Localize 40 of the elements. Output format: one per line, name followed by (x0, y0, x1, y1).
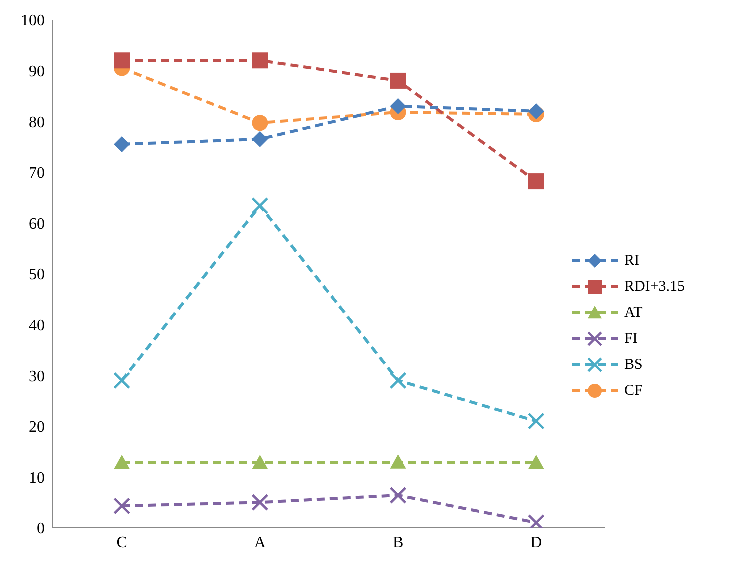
point (528, 103, 544, 120)
y-tick-label: 0 (37, 520, 45, 538)
legend-label: FI (624, 330, 638, 348)
x-tick-label: C (116, 534, 128, 552)
y-tick-label: 70 (29, 165, 45, 182)
point (114, 498, 130, 514)
legend-label: CF (624, 382, 643, 400)
point (528, 454, 544, 470)
x-tick-label: B (392, 534, 404, 552)
point (528, 413, 545, 430)
point (114, 136, 130, 152)
legend-label: BS (624, 356, 643, 374)
point (252, 494, 268, 511)
point (114, 52, 130, 69)
y-tick-label: 10 (29, 470, 45, 487)
point (390, 98, 406, 114)
y-tick-label: 80 (29, 114, 45, 132)
point (252, 454, 268, 470)
point (252, 131, 268, 148)
legend-label: RI (624, 252, 640, 270)
legend-label: AT (624, 304, 643, 322)
y-tick-label: 60 (29, 216, 45, 233)
point (114, 372, 130, 389)
legend-label: RDI+3.15 (624, 278, 685, 296)
y-tick-label: 90 (29, 63, 45, 80)
y-tick-label: 40 (29, 317, 45, 334)
y-tick-label: 50 (29, 266, 45, 284)
point (252, 52, 268, 69)
point (390, 72, 406, 89)
y-tick-label: 100 (21, 12, 45, 30)
point (528, 174, 544, 190)
x-tick-label: A (254, 534, 266, 552)
y-tick-label: 30 (29, 368, 45, 386)
point (252, 198, 268, 214)
point (252, 115, 268, 132)
point (390, 372, 406, 389)
y-tick-label: 20 (29, 419, 45, 436)
x-tick-label: D (530, 534, 542, 552)
point (390, 454, 406, 469)
point (114, 454, 130, 470)
